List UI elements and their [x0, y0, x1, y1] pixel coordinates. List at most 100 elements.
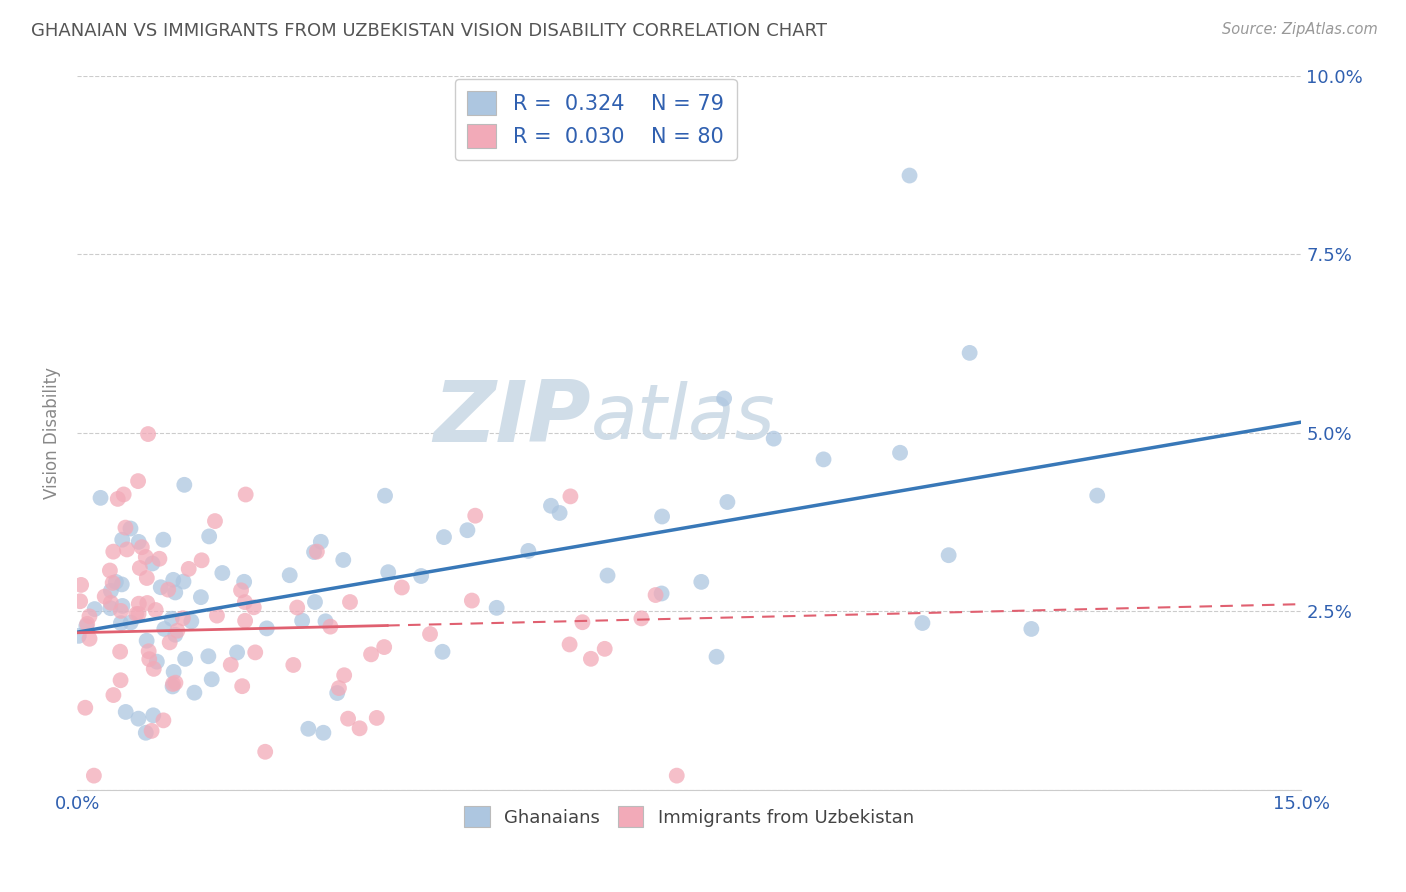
Point	[245, 645, 267, 659]
Text: atlas: atlas	[592, 382, 776, 456]
Point	[160, 612, 183, 626]
Point	[127, 712, 149, 726]
Point	[76, 616, 98, 631]
Point	[111, 577, 134, 591]
Point	[419, 627, 441, 641]
Point	[651, 509, 673, 524]
Point	[100, 596, 122, 610]
Point	[938, 548, 960, 562]
Point	[128, 597, 150, 611]
Point	[172, 611, 194, 625]
Point	[93, 590, 115, 604]
Point	[162, 573, 184, 587]
Point	[377, 565, 399, 579]
Point	[67, 629, 90, 643]
Point	[128, 534, 150, 549]
Point	[135, 725, 157, 739]
Point	[211, 566, 233, 580]
Point	[114, 705, 136, 719]
Point	[337, 712, 360, 726]
Point	[706, 649, 728, 664]
Point	[690, 574, 713, 589]
Point	[283, 657, 305, 672]
Point	[485, 600, 508, 615]
Point	[141, 723, 163, 738]
Point	[146, 655, 169, 669]
Point	[204, 514, 226, 528]
Point	[339, 595, 361, 609]
Point	[309, 534, 332, 549]
Point	[110, 604, 132, 618]
Point	[111, 533, 134, 547]
Point	[111, 599, 134, 613]
Point	[235, 487, 257, 501]
Point	[1021, 622, 1043, 636]
Point	[79, 609, 101, 624]
Point	[233, 574, 256, 589]
Point	[145, 603, 167, 617]
Point	[302, 545, 325, 559]
Point	[256, 621, 278, 635]
Point	[103, 544, 125, 558]
Point	[90, 491, 112, 505]
Point	[149, 580, 172, 594]
Point	[159, 635, 181, 649]
Point	[285, 600, 308, 615]
Point	[297, 722, 319, 736]
Point	[314, 615, 336, 629]
Point	[114, 520, 136, 534]
Point	[558, 637, 581, 651]
Point	[136, 596, 159, 610]
Text: Source: ZipAtlas.com: Source: ZipAtlas.com	[1222, 22, 1378, 37]
Point	[107, 491, 129, 506]
Point	[319, 620, 342, 634]
Point	[1085, 489, 1108, 503]
Point	[173, 574, 195, 589]
Point	[138, 644, 160, 658]
Point	[328, 681, 350, 695]
Point	[411, 569, 433, 583]
Point	[83, 769, 105, 783]
Point	[231, 679, 253, 693]
Point	[762, 432, 785, 446]
Point	[83, 602, 105, 616]
Point	[70, 578, 93, 592]
Point	[651, 586, 673, 600]
Point	[190, 553, 212, 567]
Point	[716, 495, 738, 509]
Point	[112, 487, 135, 501]
Point	[911, 615, 934, 630]
Point	[165, 585, 187, 599]
Point	[135, 571, 157, 585]
Point	[75, 619, 97, 633]
Point	[75, 700, 97, 714]
Text: ZIP: ZIP	[433, 377, 592, 460]
Point	[579, 652, 602, 666]
Point	[128, 607, 150, 621]
Point	[127, 474, 149, 488]
Point	[162, 680, 184, 694]
Point	[153, 622, 176, 636]
Point	[120, 521, 142, 535]
Point	[596, 568, 619, 582]
Point	[120, 615, 142, 630]
Point	[108, 645, 131, 659]
Point	[360, 648, 382, 662]
Point	[391, 581, 413, 595]
Point	[142, 708, 165, 723]
Point	[898, 169, 921, 183]
Point	[304, 595, 326, 609]
Point	[205, 608, 228, 623]
Point	[959, 346, 981, 360]
Point	[183, 686, 205, 700]
Point	[115, 542, 138, 557]
Point	[152, 533, 174, 547]
Point	[103, 688, 125, 702]
Point	[366, 711, 388, 725]
Point	[560, 489, 582, 503]
Point	[278, 568, 301, 582]
Point	[163, 665, 186, 679]
Point	[110, 616, 132, 631]
Point	[813, 452, 835, 467]
Point	[713, 392, 735, 406]
